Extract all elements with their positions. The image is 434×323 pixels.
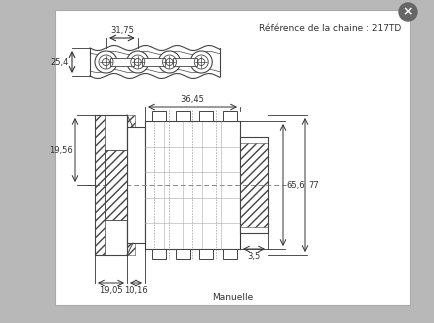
Circle shape	[95, 51, 117, 73]
Bar	[240, 137, 267, 233]
Bar	[151, 249, 165, 259]
Bar	[110, 58, 133, 66]
Bar	[95, 115, 127, 255]
Bar	[127, 115, 135, 127]
Text: Manuelle: Manuelle	[211, 293, 253, 301]
Circle shape	[398, 3, 416, 21]
Bar	[199, 249, 213, 259]
Bar	[223, 111, 237, 121]
Bar	[175, 111, 189, 121]
Bar	[240, 143, 267, 227]
Bar	[151, 111, 165, 121]
Text: 31,75: 31,75	[110, 26, 134, 35]
Bar	[95, 115, 105, 255]
Text: 19,05: 19,05	[99, 286, 122, 295]
Bar	[145, 121, 240, 249]
Bar	[127, 127, 145, 243]
Text: 3,5: 3,5	[247, 252, 260, 261]
Text: 19,56: 19,56	[49, 145, 73, 154]
Text: 65,6: 65,6	[285, 181, 304, 190]
Circle shape	[126, 51, 148, 73]
Bar	[223, 249, 237, 259]
Bar	[175, 249, 189, 259]
Bar	[141, 58, 165, 66]
Text: 10,16: 10,16	[124, 286, 148, 295]
Bar	[105, 150, 127, 220]
Circle shape	[190, 51, 212, 73]
Bar	[105, 150, 127, 220]
Bar	[173, 58, 197, 66]
Bar	[55, 10, 409, 305]
Text: ×: ×	[402, 5, 412, 18]
Text: 36,45: 36,45	[180, 95, 204, 104]
Bar	[199, 111, 213, 121]
Circle shape	[158, 51, 180, 73]
Text: 77: 77	[307, 181, 318, 190]
Bar	[127, 243, 135, 255]
Text: 25,4: 25,4	[50, 57, 69, 67]
Text: Référence de la chaine : 217TD: Référence de la chaine : 217TD	[258, 24, 400, 33]
